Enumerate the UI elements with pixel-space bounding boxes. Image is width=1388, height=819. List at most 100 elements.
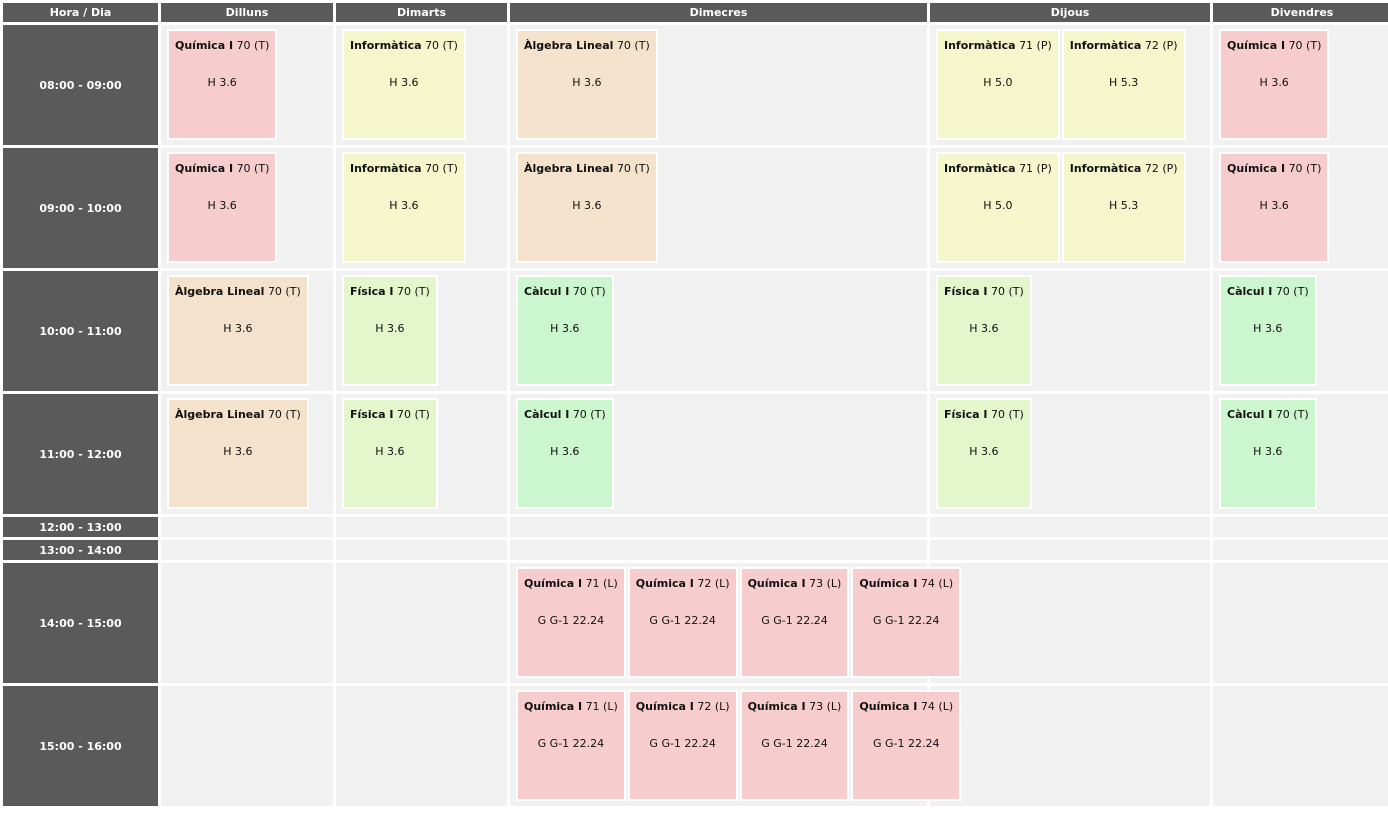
- class-group-code: 70 (T): [1275, 285, 1309, 298]
- class-subject: Informàtica: [944, 162, 1016, 175]
- time-slot-label: 10:00 - 11:00: [3, 271, 158, 391]
- class-card[interactable]: Informàtica 72 (P) H 5.3: [1061, 29, 1186, 140]
- header-dimarts[interactable]: Dimarts: [336, 3, 507, 22]
- class-room: H 3.6: [572, 76, 602, 89]
- header-divendres[interactable]: Divendres: [1213, 3, 1388, 22]
- class-card[interactable]: Àlgebra Lineal 70 (T) H 3.6: [516, 152, 658, 263]
- cell-divendres: [1213, 563, 1388, 683]
- cell-dilluns: [161, 686, 333, 806]
- cell-dimarts: [336, 563, 507, 683]
- class-card[interactable]: Informàtica 72 (P) H 5.3: [1061, 152, 1186, 263]
- class-card[interactable]: Química I 70 (T) H 3.6: [167, 152, 278, 263]
- class-room: H 3.6: [550, 322, 580, 335]
- class-subject: Física I: [350, 408, 394, 421]
- class-subject: Química I: [1227, 162, 1286, 175]
- class-group-code: 70 (T): [236, 39, 270, 52]
- class-title: Informàtica 71 (P): [944, 162, 1052, 175]
- class-room: H 5.3: [1109, 76, 1139, 89]
- cell-dimarts: Física I 70 (T) H 3.6: [336, 394, 507, 514]
- class-group: Informàtica 71 (P) H 5.0 Informàtica 72 (P…: [930, 25, 1210, 140]
- class-card[interactable]: Química I 72 (L) G G-1 22.24: [627, 690, 738, 801]
- class-card[interactable]: Química I 71 (L) G G-1 22.24: [516, 567, 626, 678]
- class-subject: Química I: [635, 577, 694, 590]
- class-title: Química I 71 (L): [524, 577, 618, 590]
- header-hora-dia: Hora / Dia: [3, 3, 158, 22]
- class-room: H 3.6: [223, 445, 253, 458]
- class-card[interactable]: Àlgebra Lineal 70 (T) H 3.6: [167, 398, 309, 509]
- class-card[interactable]: Càlcul I 70 (T) H 3.6: [1219, 275, 1317, 386]
- class-title: Càlcul I 70 (T): [1227, 285, 1309, 298]
- class-card[interactable]: Física I 70 (T) H 3.6: [936, 275, 1032, 386]
- time-slot-row: 11:00 - 12:00 Àlgebra Lineal 70 (T) H 3.6 F…: [3, 394, 1388, 514]
- cell-dijous: Física I 70 (T) H 3.6: [930, 394, 1210, 514]
- cell-dijous: [930, 517, 1210, 537]
- class-group: Àlgebra Lineal 70 (T) H 3.6: [510, 25, 927, 140]
- class-group: Càlcul I 70 (T) H 3.6: [510, 271, 927, 386]
- class-card[interactable]: Química I 70 (T) H 3.6: [167, 29, 278, 140]
- class-group: Càlcul I 70 (T) H 3.6: [510, 394, 927, 509]
- header-row: Hora / Dia Dilluns Dimarts Dimecres Dijo…: [3, 3, 1388, 22]
- class-card[interactable]: Química I 73 (L) G G-1 22.24: [739, 690, 850, 801]
- cell-dijous: [930, 540, 1210, 560]
- class-card[interactable]: Física I 70 (T) H 3.6: [342, 398, 438, 509]
- class-card[interactable]: Àlgebra Lineal 70 (T) H 3.6: [167, 275, 309, 386]
- class-card[interactable]: Química I 74 (L) G G-1 22.24: [851, 567, 962, 678]
- time-slot-label: 14:00 - 15:00: [3, 563, 158, 683]
- cell-dijous: [930, 563, 1210, 683]
- cell-dimecres: Càlcul I 70 (T) H 3.6: [510, 394, 927, 514]
- class-group: Química I 70 (T) H 3.6: [161, 25, 333, 140]
- cell-dimecres: Àlgebra Lineal 70 (T) H 3.6: [510, 25, 927, 145]
- class-group-code: 70 (T): [572, 285, 606, 298]
- header-dijous[interactable]: Dijous: [930, 3, 1210, 22]
- cell-dimarts: Informàtica 70 (T) H 3.6: [336, 25, 507, 145]
- class-title: Química I 70 (T): [175, 162, 269, 175]
- class-title: Física I 70 (T): [350, 285, 430, 298]
- class-group-code: 70 (T): [267, 285, 301, 298]
- class-card[interactable]: Càlcul I 70 (T) H 3.6: [516, 275, 614, 386]
- class-title: Física I 70 (T): [944, 285, 1024, 298]
- class-card[interactable]: Química I 72 (L) G G-1 22.24: [627, 567, 738, 678]
- class-group-code: 70 (T): [267, 408, 301, 421]
- class-card[interactable]: Física I 70 (T) H 3.6: [342, 275, 438, 386]
- class-card[interactable]: Física I 70 (T) H 3.6: [936, 398, 1032, 509]
- class-subject: Química I: [859, 577, 918, 590]
- class-card[interactable]: Química I 70 (T) H 3.6: [1219, 29, 1330, 140]
- class-card[interactable]: Química I 74 (L) G G-1 22.24: [851, 690, 962, 801]
- cell-dimarts: Física I 70 (T) H 3.6: [336, 271, 507, 391]
- header-dilluns[interactable]: Dilluns: [161, 3, 333, 22]
- class-card[interactable]: Càlcul I 70 (T) H 3.6: [1219, 398, 1317, 509]
- time-slot-label: 12:00 - 13:00: [3, 517, 158, 537]
- class-group-code: 70 (T): [425, 162, 458, 175]
- class-card[interactable]: Informàtica 71 (P) H 5.0: [936, 152, 1060, 263]
- cell-dilluns: [161, 563, 333, 683]
- class-room: G G-1 22.24: [872, 737, 940, 750]
- class-title: Química I 74 (L): [859, 577, 953, 590]
- class-card[interactable]: Àlgebra Lineal 70 (T) H 3.6: [516, 29, 658, 140]
- class-card[interactable]: Química I 71 (L) G G-1 22.24: [516, 690, 626, 801]
- class-room: G G-1 22.24: [761, 737, 828, 750]
- class-title: Informàtica 70 (T): [350, 39, 458, 52]
- cell-dilluns: [161, 517, 333, 537]
- class-room: H 3.6: [389, 76, 419, 89]
- class-subject: Física I: [350, 285, 394, 298]
- class-room: H 3.6: [550, 445, 580, 458]
- class-group-code: 71 (L): [585, 700, 618, 713]
- class-room: H 5.0: [983, 199, 1013, 212]
- class-title: Química I 71 (L): [524, 700, 618, 713]
- cell-dimecres: [510, 517, 927, 537]
- time-slot-row: 14:00 - 15:00 Química I 71 (L) G G-1 22.24…: [3, 563, 1388, 683]
- cell-dimecres: Química I 71 (L) G G-1 22.24 Química I 72 …: [510, 563, 962, 683]
- class-card[interactable]: Informàtica 70 (T) H 3.6: [342, 29, 466, 140]
- class-title: Àlgebra Lineal 70 (T): [175, 285, 301, 298]
- class-group: Informàtica 70 (T) H 3.6: [336, 25, 507, 140]
- class-group-code: 70 (T): [616, 162, 650, 175]
- header-dimecres[interactable]: Dimecres: [510, 3, 927, 22]
- class-card[interactable]: Informàtica 70 (T) H 3.6: [342, 152, 466, 263]
- class-card[interactable]: Química I 70 (T) H 3.6: [1219, 152, 1330, 263]
- cell-divendres: [1213, 517, 1388, 537]
- cell-dimarts: [336, 517, 507, 537]
- class-card[interactable]: Química I 73 (L) G G-1 22.24: [739, 567, 850, 678]
- class-group: Química I 70 (T) H 3.6: [1213, 148, 1388, 263]
- class-card[interactable]: Informàtica 71 (P) H 5.0: [936, 29, 1060, 140]
- class-card[interactable]: Càlcul I 70 (T) H 3.6: [516, 398, 614, 509]
